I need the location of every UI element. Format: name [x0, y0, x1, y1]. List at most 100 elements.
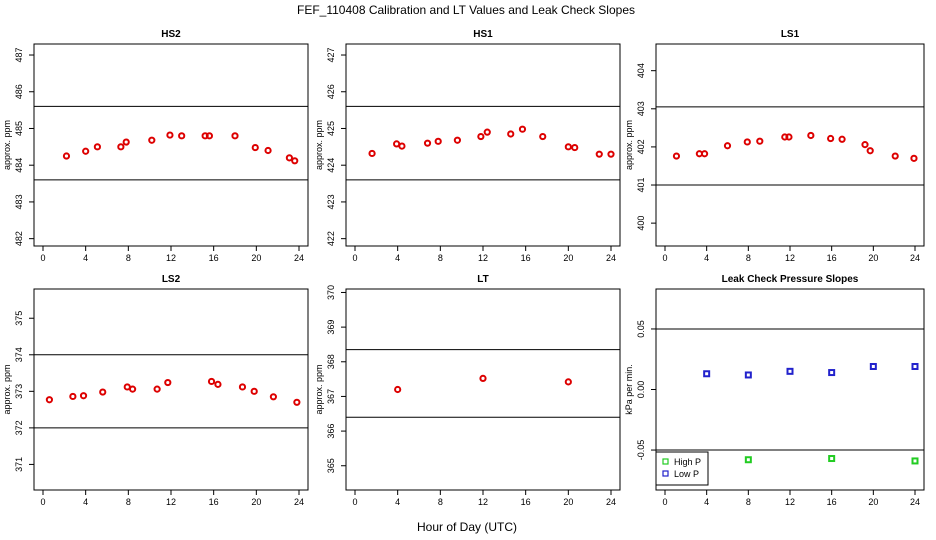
- x-tick-label: 20: [251, 497, 261, 507]
- y-tick-label: 372: [14, 420, 24, 435]
- data-point: [69, 392, 77, 401]
- panel-title: Leak Check Pressure Slopes: [722, 274, 859, 285]
- x-tick-label: 12: [166, 497, 176, 507]
- x-tick-label: 12: [785, 253, 795, 263]
- y-tick-label: 485: [14, 121, 24, 136]
- x-tick-label: 8: [126, 497, 131, 507]
- figure-x-axis-label: Hour of Day (UTC): [417, 520, 517, 534]
- x-tick-label: 8: [126, 253, 131, 263]
- data-point: [911, 457, 919, 465]
- y-tick-label: 366: [326, 424, 336, 439]
- panel-title: LS2: [162, 274, 181, 285]
- panel-3: LS1 0 4 8 12 16 20 24 400 401 402 403 404 approx. ppm: [624, 29, 925, 263]
- data-point: [539, 132, 547, 141]
- y-tick-label: 486: [14, 84, 24, 99]
- data-point: [571, 143, 579, 152]
- data-point: [911, 362, 919, 370]
- x-tick-label: 20: [563, 253, 573, 263]
- data-point: [477, 132, 485, 141]
- data-point: [700, 150, 709, 158]
- data-point: [672, 152, 681, 160]
- plot-frame: [345, 43, 621, 247]
- y-tick-label: 426: [326, 84, 336, 99]
- panel-4: LS2 0 4 8 12 16 20 24 371 372 373 374 375 approx. ppm: [2, 274, 309, 507]
- x-tick-label: 16: [209, 497, 219, 507]
- x-tick-label: 0: [662, 253, 667, 263]
- data-point: [205, 132, 213, 140]
- x-tick-label: 4: [704, 497, 709, 507]
- data-point: [398, 142, 406, 150]
- plot-frame: [345, 288, 621, 491]
- legend-marker: [662, 458, 669, 465]
- data-point: [483, 128, 491, 136]
- data-point: [479, 374, 487, 383]
- data-point: [117, 143, 125, 151]
- y-axis-label: approx. ppm: [624, 120, 634, 170]
- data-point: [99, 388, 107, 396]
- y-axis-label: approx. ppm: [2, 120, 12, 170]
- panel-title: HS2: [161, 29, 181, 40]
- x-tick-label: 20: [868, 497, 878, 507]
- data-point: [564, 143, 572, 151]
- x-tick-label: 8: [746, 253, 751, 263]
- panel-title: HS1: [473, 29, 493, 40]
- y-tick-label: 374: [14, 347, 24, 362]
- x-tick-label: 24: [294, 253, 304, 263]
- x-tick-label: 4: [395, 253, 400, 263]
- x-tick-label: 16: [521, 253, 531, 263]
- panel-5: LT 0 4 8 12 16 20 24 365 366 367 368 369 370 approx. p…: [314, 274, 621, 507]
- data-point: [595, 150, 603, 158]
- x-tick-label: 12: [478, 497, 488, 507]
- data-point: [744, 371, 752, 379]
- data-point: [838, 135, 846, 143]
- y-axis-label: approx. ppm: [314, 364, 324, 414]
- data-point: [744, 456, 752, 464]
- x-tick-label: 24: [910, 497, 920, 507]
- data-point: [453, 136, 461, 144]
- y-tick-label: 365: [326, 458, 336, 473]
- x-tick-label: 16: [521, 497, 531, 507]
- y-tick-label: 425: [326, 121, 336, 136]
- x-tick-label: 16: [209, 253, 219, 263]
- x-tick-label: 4: [704, 253, 709, 263]
- y-tick-label: 402: [636, 139, 646, 154]
- y-tick-label: 484: [14, 158, 24, 173]
- y-tick-label: 370: [326, 285, 336, 300]
- panel-title: LS1: [781, 29, 800, 40]
- y-tick-label: 423: [326, 194, 336, 209]
- y-tick-label: 368: [326, 354, 336, 369]
- y-axis-label: kPa per min.: [624, 364, 634, 415]
- data-point: [250, 387, 258, 395]
- data-point: [785, 133, 793, 141]
- x-tick-label: 0: [40, 497, 45, 507]
- legend-label: Low P: [674, 469, 699, 479]
- y-tick-label: 422: [326, 231, 336, 246]
- data-point: [207, 377, 216, 386]
- y-tick-label: 373: [14, 384, 24, 399]
- data-point: [82, 147, 90, 155]
- x-tick-label: 4: [83, 497, 88, 507]
- data-point: [166, 131, 174, 139]
- x-tick-label: 24: [606, 253, 616, 263]
- data-point: [62, 152, 71, 160]
- x-tick-label: 0: [352, 253, 357, 263]
- data-point: [122, 138, 130, 146]
- data-point: [231, 132, 239, 140]
- panel-title: LT: [477, 274, 488, 285]
- plot-frame: [33, 288, 309, 491]
- legend-marker: [662, 470, 669, 477]
- y-tick-label: 367: [326, 389, 336, 404]
- data-point: [79, 392, 88, 400]
- data-point: [394, 385, 402, 394]
- data-point: [866, 147, 874, 155]
- x-tick-label: 20: [251, 253, 261, 263]
- data-point: [269, 393, 277, 401]
- x-tick-label: 0: [352, 497, 357, 507]
- x-tick-label: 12: [478, 253, 488, 263]
- plot-frame: [33, 43, 309, 247]
- panel-2: HS1 0 4 8 12 16 20 24 422 423 424 425 426 427 approx. …: [314, 29, 621, 263]
- x-tick-label: 24: [606, 497, 616, 507]
- y-tick-label: 400: [636, 216, 646, 231]
- data-point: [507, 130, 515, 138]
